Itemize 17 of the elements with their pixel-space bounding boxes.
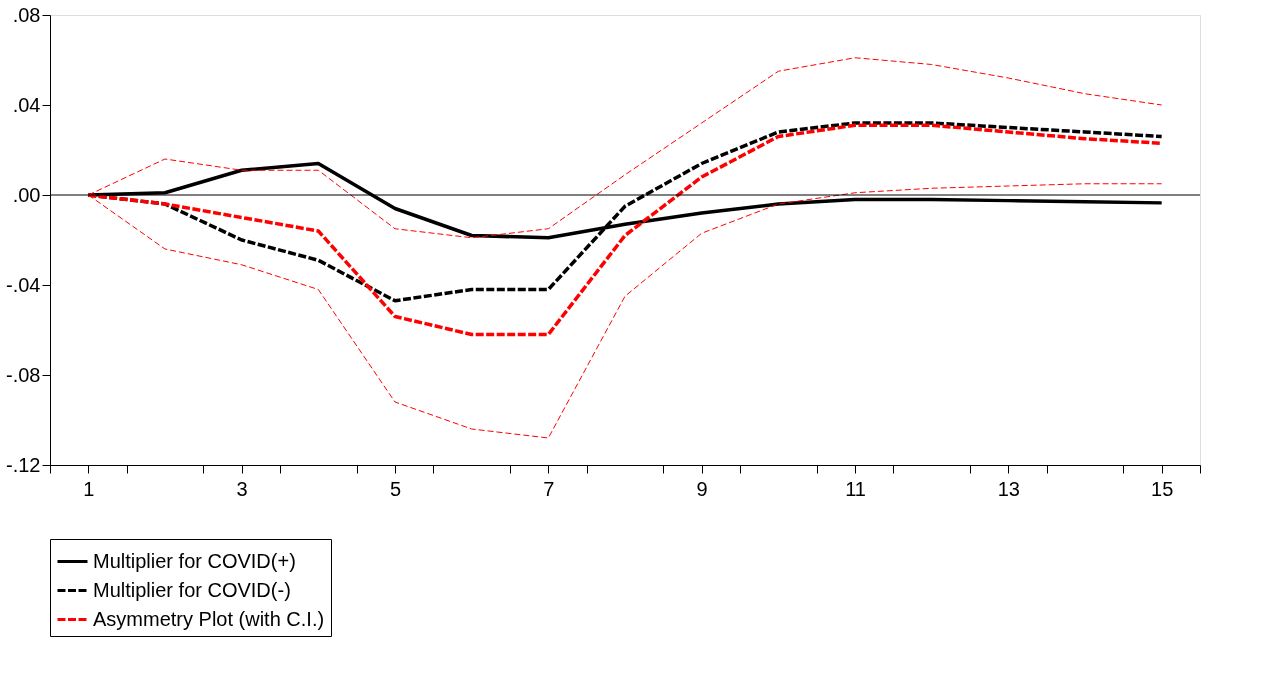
x-tick-label: 5	[389, 477, 402, 500]
y-tick-label: .04	[12, 93, 41, 116]
y-tick-label: .00	[12, 183, 41, 206]
y-tick-label: -.08	[6, 363, 41, 386]
y-tick-label: .08	[12, 3, 41, 26]
x-tick-label: 7	[543, 477, 555, 500]
legend-label: Asymmetry Plot (with C.I.)	[93, 607, 325, 630]
y-tick-label: -.12	[6, 453, 41, 476]
legend-label: Multiplier for COVID(+)	[93, 549, 296, 572]
x-tick-label: 1	[83, 477, 95, 500]
x-tick-label: 3	[236, 477, 248, 500]
legend-label: Multiplier for COVID(-)	[93, 578, 291, 601]
y-tick-label: -.04	[6, 273, 41, 296]
x-tick-label: 9	[696, 477, 708, 500]
x-tick-label: 11	[845, 477, 866, 500]
x-tick-label: 15	[1151, 477, 1174, 500]
x-tick-label: 13	[997, 477, 1020, 500]
